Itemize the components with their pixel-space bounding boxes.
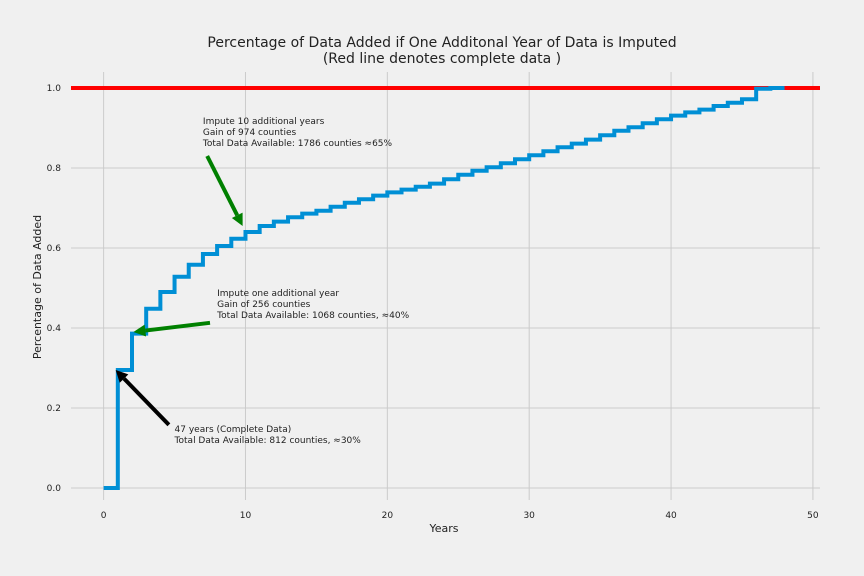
y-tick-label: 0.2 [47, 404, 61, 414]
x-tick-label: 50 [807, 511, 819, 521]
chart-subtitle: (Red line denotes complete data ) [323, 51, 561, 67]
annotation-text: Total Data Available: 1786 counties ≈65% [202, 139, 393, 149]
step-series-line [103, 86, 785, 490]
annotation-text: Total Data Available: 812 counties, ≈30% [174, 436, 362, 446]
annotation-arrowhead [115, 370, 129, 383]
tick-labels: 0 10 20 30 40 50 0.0 0.2 0.4 0.6 0.8 1.0 [47, 84, 819, 521]
y-axis-label: Percentage of Data Added [31, 215, 44, 359]
y-tick-label: 0.0 [47, 484, 62, 494]
annotation-arrow [145, 320, 211, 333]
x-tick-label: 20 [382, 511, 394, 521]
y-tick-label: 0.4 [47, 324, 62, 334]
annotation-arrow [205, 155, 240, 217]
annotation-arrowhead [133, 324, 147, 337]
x-tick-label: 10 [240, 511, 252, 521]
annotation-text: Total Data Available: 1068 counties, ≈40… [216, 311, 409, 321]
y-tick-label: 0.6 [47, 244, 62, 254]
chart-title: Percentage of Data Added if One Additona… [207, 35, 676, 51]
annotation-arrow [122, 377, 171, 427]
x-tick-label: 40 [665, 511, 677, 521]
x-tick-label: 0 [101, 511, 107, 521]
annotation-text: Impute 10 additional years [203, 117, 325, 127]
y-tick-label: 0.8 [47, 164, 62, 174]
annotation-arrowhead [231, 212, 243, 226]
annotation-text: Gain of 974 counties [203, 128, 297, 138]
x-axis-label: Years [428, 522, 458, 535]
x-tick-label: 30 [523, 511, 535, 521]
annotation-text: 47 years (Complete Data) [175, 425, 292, 435]
y-tick-label: 1.0 [47, 84, 62, 94]
series-lines [103, 86, 785, 490]
annotation-text: Impute one additional year [217, 289, 339, 299]
annotation-text: Gain of 256 counties [217, 300, 311, 310]
